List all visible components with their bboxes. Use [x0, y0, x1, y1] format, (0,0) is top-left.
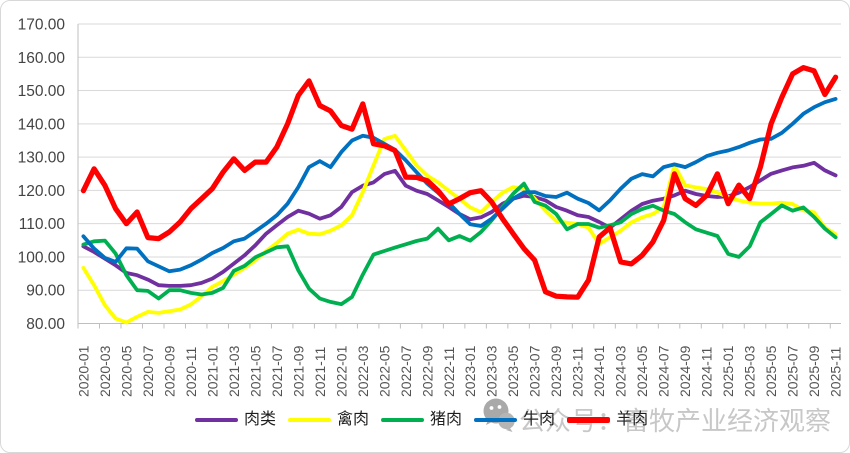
x-axis-label: 2025-05 — [763, 345, 779, 397]
legend-label-meat: 肉类 — [244, 411, 277, 428]
x-axis-label: 2023-03 — [484, 345, 500, 397]
legend-label-beef: 牛肉 — [523, 411, 556, 428]
x-axis-label: 2023-07 — [527, 345, 543, 397]
y-axis-label: 120.00 — [18, 183, 66, 200]
x-axis-label: 2025-09 — [806, 345, 822, 397]
x-axis-label: 2024-05 — [634, 345, 650, 397]
y-axis-label: 160.00 — [18, 50, 66, 67]
legend-label-pork: 猪肉 — [430, 411, 463, 428]
x-axis-label: 2020-03 — [97, 345, 113, 397]
x-axis-label: 2020-07 — [140, 345, 156, 397]
legend-label-poultry: 禽肉 — [337, 411, 370, 428]
y-axis-label: 140.00 — [18, 116, 66, 133]
x-axis-label: 2024-01 — [591, 345, 607, 397]
y-axis-label: 80.00 — [26, 316, 65, 333]
mutton-line-swatch — [567, 417, 611, 423]
x-axis-label: 2024-07 — [656, 345, 672, 397]
x-axis-label: 2022-01 — [333, 345, 349, 397]
x-axis-label: 2020-09 — [161, 345, 177, 397]
x-axis-label: 2023-05 — [505, 345, 521, 397]
legend-label-mutton: 羊肉 — [616, 411, 649, 428]
legend-item-mutton[interactable]: 羊肉 — [567, 412, 648, 428]
legend-item-poultry[interactable]: 禽肉 — [288, 412, 369, 428]
x-axis-label: 2022-03 — [355, 345, 371, 397]
x-axis-label: 2020-05 — [118, 345, 134, 397]
x-axis-label: 2022-09 — [419, 345, 435, 397]
pork-line-swatch — [381, 418, 425, 422]
x-axis-label: 2021-09 — [290, 345, 306, 397]
x-axis-label: 2021-07 — [269, 345, 285, 397]
y-axis-label: 100.00 — [18, 249, 66, 266]
series-line-牛肉[interactable] — [81, 97, 838, 274]
y-axis-label: 130.00 — [18, 150, 66, 167]
y-axis-label: 90.00 — [26, 283, 65, 300]
x-axis-label: 2022-11 — [441, 346, 457, 397]
x-axis-label: 2025-07 — [785, 345, 801, 397]
legend-item-beef[interactable]: 牛肉 — [474, 412, 555, 428]
beef-line-swatch — [474, 418, 518, 422]
x-axis-label: 2024-11 — [699, 346, 715, 397]
x-axis-label: 2022-07 — [398, 345, 414, 397]
x-axis-label: 2021-05 — [247, 345, 263, 397]
y-axis-label: 170.00 — [18, 17, 66, 34]
poultry-line-swatch — [288, 418, 332, 422]
meat-line-swatch — [195, 418, 238, 422]
x-axis-label: 2025-11 — [828, 346, 844, 397]
x-axis-label: 2025-03 — [742, 345, 758, 397]
x-axis-label: 2021-01 — [204, 345, 220, 397]
x-axis-label: 2023-11 — [570, 346, 586, 397]
x-axis-label: 2024-09 — [677, 345, 693, 397]
x-axis-label: 2023-09 — [548, 345, 564, 397]
x-axis-label: 2023-01 — [462, 345, 478, 397]
legend-item-meat[interactable]: 肉类 — [195, 412, 276, 428]
x-axis-label: 2022-05 — [376, 345, 392, 397]
x-axis-label: 2020-11 — [183, 346, 199, 397]
x-axis-label: 2024-03 — [613, 345, 629, 397]
legend: 肉类 禽肉 猪肉 牛肉 羊肉 — [195, 412, 660, 428]
y-axis-label: 110.00 — [19, 216, 66, 233]
legend-item-pork[interactable]: 猪肉 — [381, 412, 462, 428]
x-axis-label: 2025-01 — [720, 345, 736, 397]
series-line-羊肉[interactable] — [80, 64, 839, 300]
x-axis-label: 2020-01 — [75, 345, 91, 397]
series-line-猪肉[interactable] — [81, 181, 838, 307]
x-axis-label: 2021-03 — [226, 345, 242, 397]
x-axis-label: 2021-11 — [312, 346, 328, 397]
y-axis-label: 150.00 — [18, 83, 66, 100]
